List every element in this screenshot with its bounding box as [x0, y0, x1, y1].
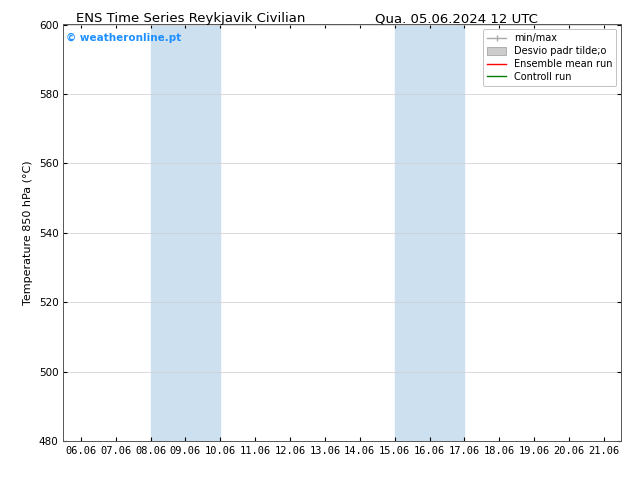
Bar [394, 24, 464, 441]
Text: ENS Time Series Reykjavik Civilian: ENS Time Series Reykjavik Civilian [75, 12, 305, 25]
Y-axis label: Temperature 850 hPa (°C): Temperature 850 hPa (°C) [23, 160, 33, 305]
Bar [150, 24, 221, 441]
Text: © weatheronline.pt: © weatheronline.pt [66, 33, 181, 43]
Text: Qua. 05.06.2024 12 UTC: Qua. 05.06.2024 12 UTC [375, 12, 538, 25]
Legend: min/max, Desvio padr tilde;o, Ensemble mean run, Controll run: min/max, Desvio padr tilde;o, Ensemble m… [483, 29, 616, 86]
